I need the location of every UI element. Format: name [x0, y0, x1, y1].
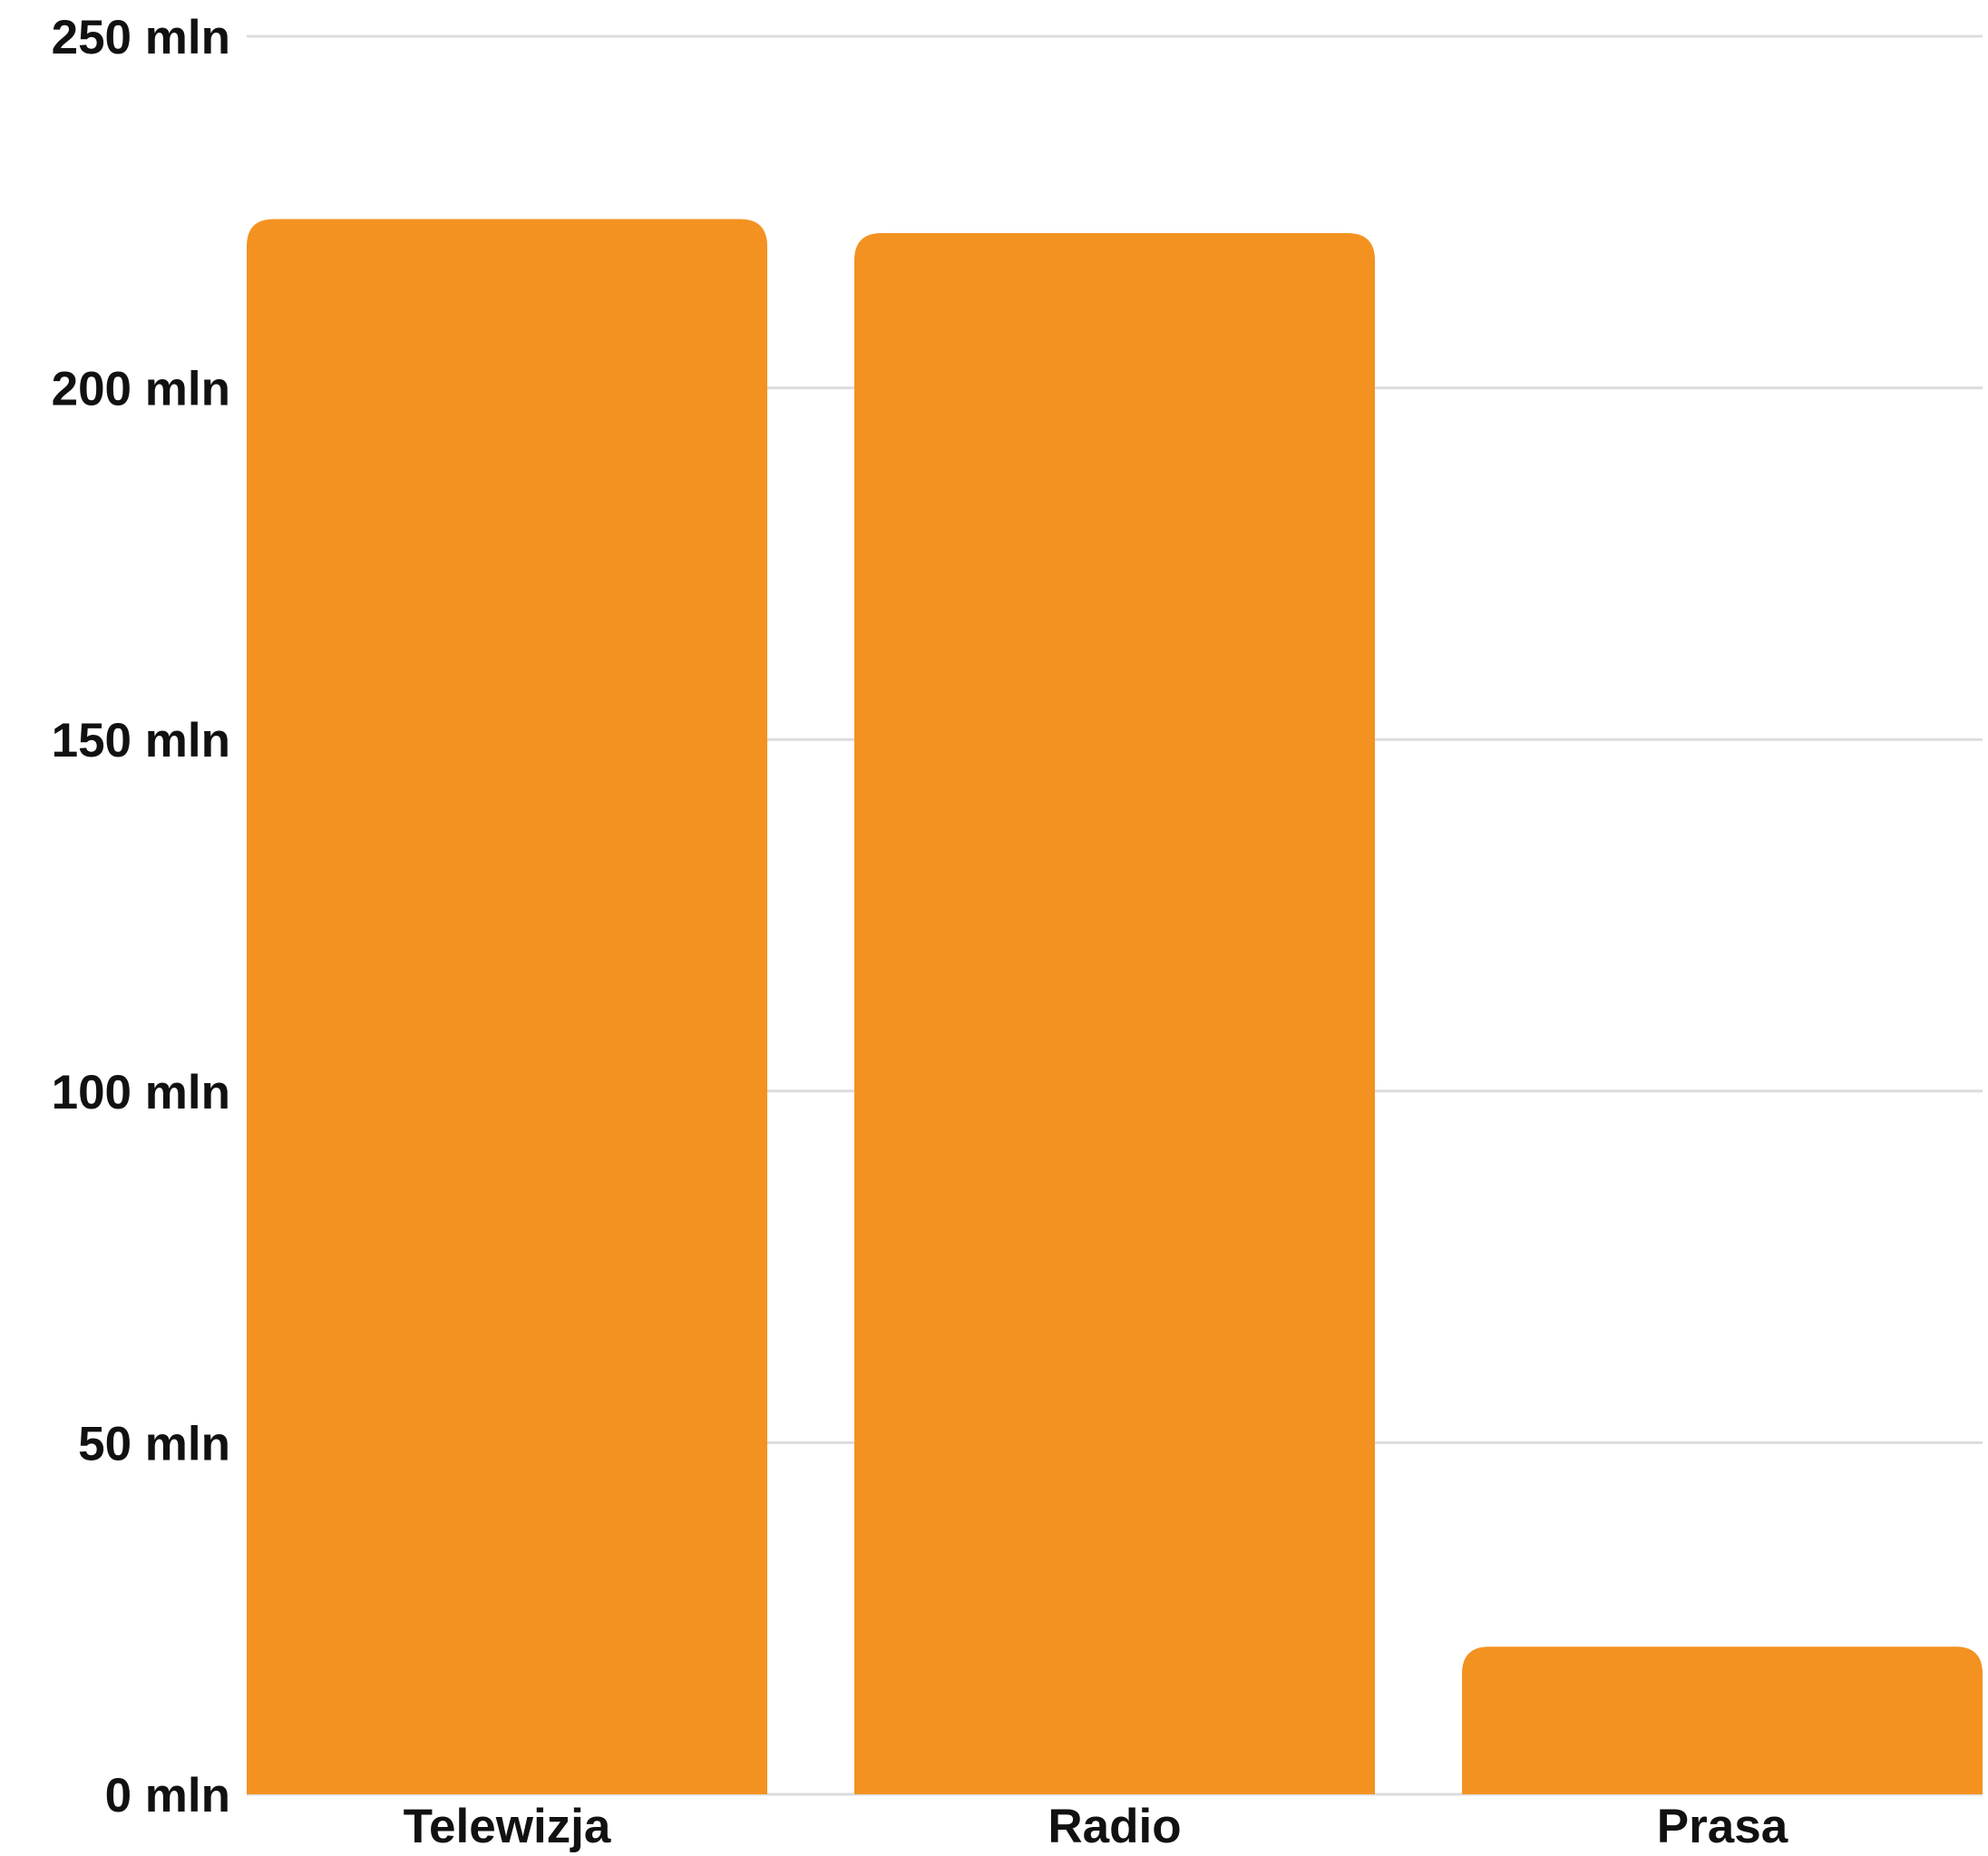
x-category-label: Telewizja — [404, 1800, 611, 1853]
bar-prasa — [1462, 1646, 1983, 1794]
x-category-label: Radio — [1048, 1800, 1181, 1853]
y-tick-label: 150 mln — [52, 714, 230, 767]
x-axis-category-labels: Telewizja Radio Prasa — [404, 1800, 1788, 1853]
y-tick-label: 0 mln — [105, 1769, 230, 1822]
y-axis-tick-labels: 0 mln 50 mln 100 mln 150 mln 200 mln 250 mln — [52, 11, 230, 1822]
y-tick-label: 200 mln — [52, 363, 230, 416]
bars — [247, 219, 1983, 1794]
bar-radio — [854, 233, 1375, 1794]
y-tick-label: 50 mln — [78, 1417, 230, 1470]
x-category-label: Prasa — [1657, 1800, 1788, 1853]
y-tick-label: 250 mln — [52, 11, 230, 64]
y-tick-label: 100 mln — [52, 1066, 230, 1119]
bar-telewizja — [247, 219, 767, 1794]
